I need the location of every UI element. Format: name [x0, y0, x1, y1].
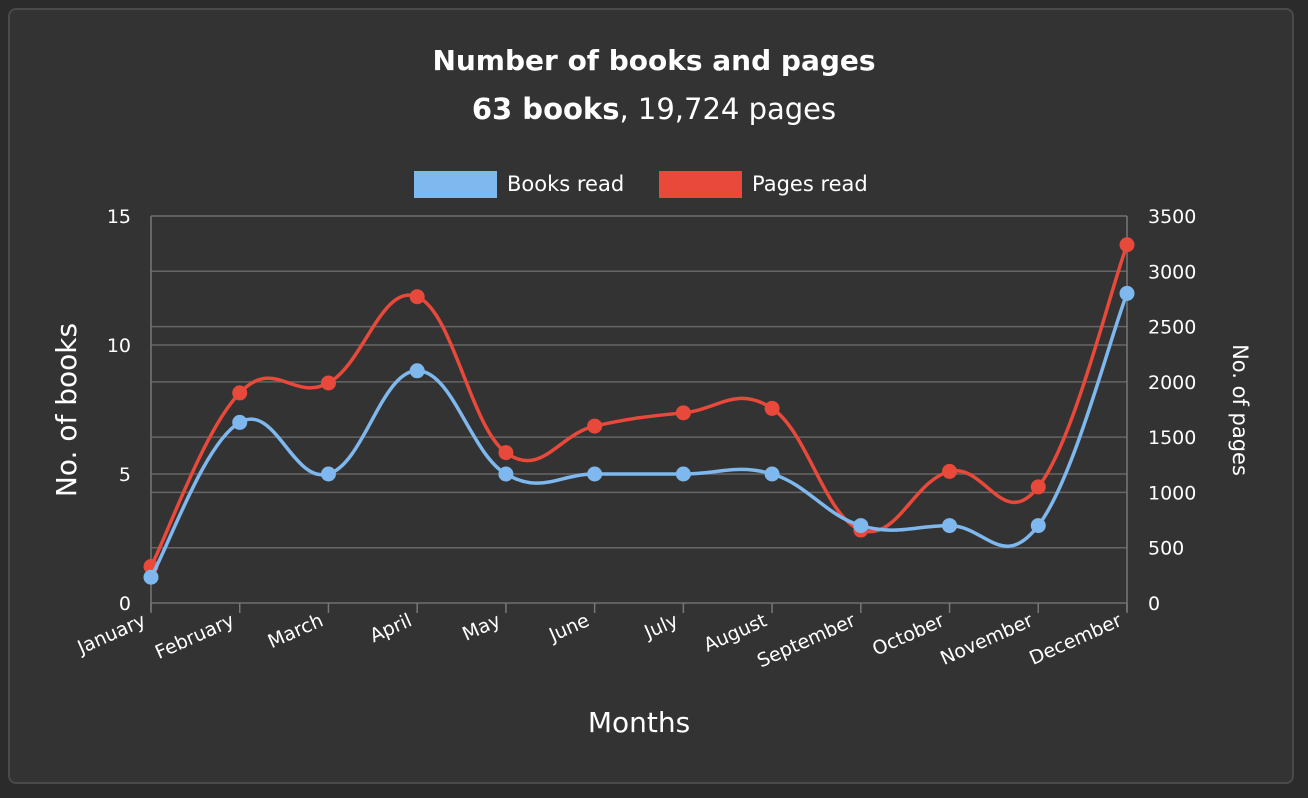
data-point	[232, 414, 248, 430]
data-point	[1030, 518, 1046, 534]
data-point	[764, 400, 780, 416]
data-point	[1030, 479, 1046, 495]
x-tick-label: December	[1026, 609, 1125, 669]
series-line	[149, 244, 1129, 568]
x-axis-title: Months	[588, 706, 690, 739]
y-axis-left-title: No. of books	[50, 323, 83, 497]
data-point	[320, 466, 336, 482]
data-point	[409, 289, 425, 305]
x-tick-label: February	[152, 609, 238, 663]
data-point	[409, 363, 425, 379]
chart-subtitle: 63 books, 19,724 pages	[0, 92, 1308, 126]
legend-swatch	[659, 171, 742, 198]
subtitle-pages: , 19,724 pages	[619, 92, 837, 126]
data-point	[320, 375, 336, 391]
legend-item: Pages read	[659, 171, 868, 198]
x-tick-label: January	[73, 609, 149, 659]
legend-item: Books read	[414, 171, 624, 198]
y-left-tick-label: 0	[119, 593, 131, 615]
x-tick-label: July	[640, 609, 681, 643]
data-point	[587, 466, 603, 482]
y-right-tick-label: 3500	[1148, 206, 1196, 228]
x-tick-label: March	[265, 609, 327, 653]
y-axis-right-title: No. of pages	[1228, 344, 1252, 476]
data-point	[232, 385, 248, 401]
y-right-tick-label: 0	[1148, 593, 1160, 615]
data-point	[498, 466, 514, 482]
series-pages-read	[143, 237, 1135, 575]
series-line	[149, 292, 1129, 579]
data-point	[143, 569, 159, 585]
y-right-tick-label: 2500	[1148, 317, 1196, 339]
y-left-tick-label: 10	[107, 335, 131, 357]
grid-lines	[150, 215, 1128, 613]
data-point	[942, 518, 958, 534]
x-tick-label: June	[545, 609, 593, 646]
data-point	[675, 405, 691, 421]
y-right-tick-label: 2000	[1148, 372, 1196, 394]
legend-swatch	[414, 171, 497, 198]
x-tick-label: May	[459, 609, 504, 645]
y-right-tick-label: 1000	[1148, 482, 1196, 504]
legend-label: Books read	[507, 172, 624, 196]
x-tick-label: October	[869, 609, 948, 660]
data-point	[1119, 285, 1135, 301]
series-books-read	[143, 285, 1135, 585]
x-tick-label: April	[367, 609, 416, 647]
y-right-tick-label: 3000	[1148, 261, 1196, 283]
y-left-tick-label: 5	[119, 464, 131, 486]
data-point	[764, 466, 780, 482]
data-point	[675, 466, 691, 482]
data-point	[587, 418, 603, 434]
legend-label: Pages read	[752, 172, 868, 196]
y-left-tick-label: 15	[107, 206, 131, 228]
y-right-tick-label: 1500	[1148, 427, 1196, 449]
chart-title: Number of books and pages	[432, 44, 876, 77]
subtitle-books: 63 books	[471, 92, 620, 126]
x-tick-label: November	[937, 609, 1036, 669]
data-point	[942, 463, 958, 479]
data-point	[853, 518, 869, 534]
y-right-tick-label: 500	[1148, 538, 1184, 560]
data-point	[1119, 237, 1135, 253]
data-point	[498, 445, 514, 461]
x-tick-label: September	[754, 609, 859, 672]
